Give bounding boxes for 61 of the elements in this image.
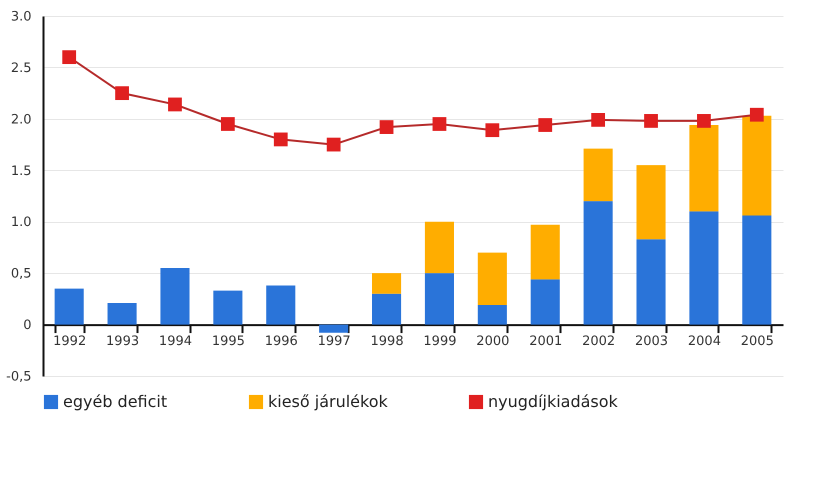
point (644, 114, 658, 128)
y-tick-label: 3.0 (10, 10, 32, 24)
bar (372, 294, 402, 325)
y-tick-label: -0,5 (6, 370, 32, 384)
point (380, 120, 394, 134)
bar (689, 125, 718, 212)
bar (584, 148, 613, 202)
bar (689, 211, 718, 325)
x-tick-label: 2002 (582, 334, 616, 350)
x-tick-label: 2003 (634, 334, 668, 350)
bar (478, 252, 507, 306)
bar (319, 324, 348, 333)
x-tick-label: 2000 (476, 334, 510, 350)
point (62, 50, 76, 64)
x-tick-label: 1998 (370, 334, 404, 350)
point (538, 118, 552, 132)
bar (424, 222, 454, 274)
y-tick-label: 2.5 (10, 60, 32, 76)
bar (478, 305, 507, 325)
x-tick-label: 2005 (740, 334, 774, 350)
bar (266, 285, 296, 325)
bar (213, 290, 242, 325)
y-tick-label: 1.0 (10, 215, 32, 230)
legend-label: egyéb deficit (63, 392, 168, 411)
x-tick-label: 2004 (688, 334, 721, 350)
bar (372, 273, 402, 294)
bar (54, 288, 84, 325)
point (485, 123, 500, 138)
x-tick-label: 1994 (158, 334, 192, 350)
bar (160, 268, 190, 325)
bar (108, 302, 137, 325)
x-tick-label: 1993 (106, 334, 140, 350)
point (750, 108, 764, 122)
point (326, 138, 341, 152)
y-tick-label: 0,5 (10, 266, 32, 282)
bar (742, 216, 772, 325)
legend-label: kieső járulékok (268, 392, 389, 411)
bar (636, 239, 666, 325)
bar (530, 224, 560, 280)
legend-label: nyugdíjkiadások (488, 392, 619, 411)
point (115, 86, 129, 100)
point (168, 98, 182, 112)
x-tick-label: 1999 (423, 334, 456, 350)
x-tick-label: 1997 (318, 334, 351, 350)
y-tick-label: 2.0 (10, 112, 32, 128)
x-tick-label: 1992 (53, 334, 86, 350)
bar (424, 273, 454, 325)
y-tick-label: 0 (23, 318, 32, 334)
point (274, 132, 288, 146)
point (697, 114, 711, 128)
bar (636, 165, 666, 240)
bar (530, 279, 560, 325)
y-tick-label: 1.5 (10, 164, 32, 179)
point (591, 112, 606, 127)
bar (584, 201, 613, 325)
bar (742, 116, 772, 216)
x-tick-label: 1995 (212, 334, 245, 350)
point (220, 117, 235, 131)
point (432, 117, 446, 131)
x-tick-label: 1996 (264, 334, 298, 350)
x-tick-label: 2001 (529, 334, 562, 350)
